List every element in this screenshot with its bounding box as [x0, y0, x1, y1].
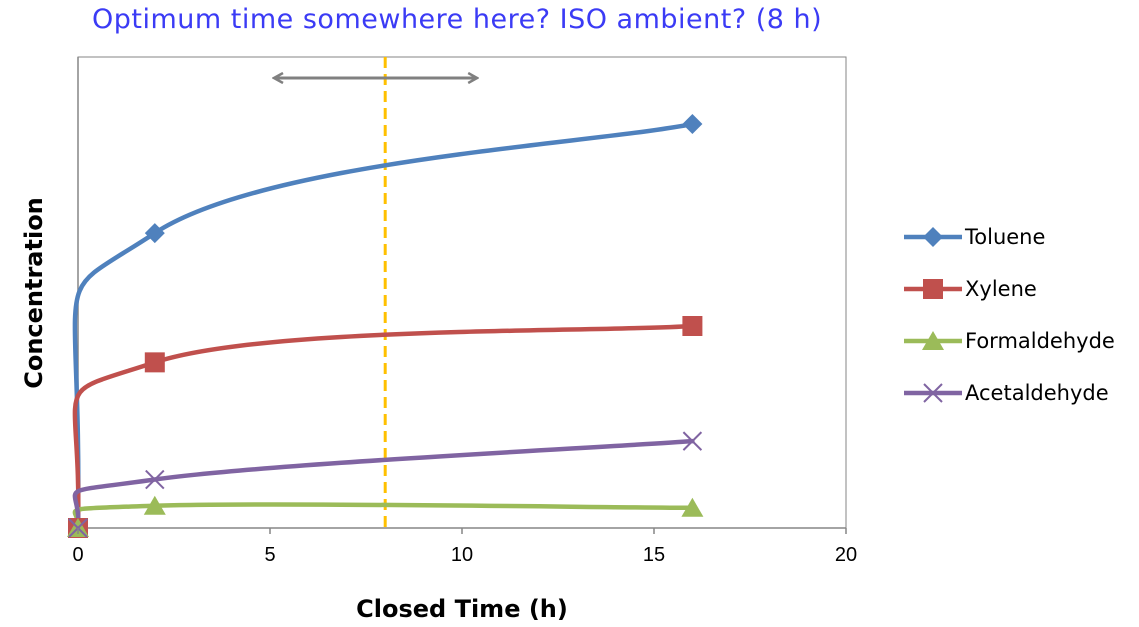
legend-marker-toluene: [923, 227, 943, 247]
x-tick-label: 15: [643, 544, 665, 566]
data-point-acetaldehyde: [682, 431, 703, 451]
data-point-xylene: [682, 316, 703, 336]
legend-label-xylene: Xylene: [965, 277, 1037, 301]
data-point-formaldehyde: [681, 497, 704, 517]
data-point-acetaldehyde: [145, 469, 165, 490]
data-point-toluene: [682, 114, 703, 134]
x-tick-label: 20: [835, 544, 857, 566]
legend-label-toluene: Toluene: [964, 225, 1045, 249]
x-tick-label: 0: [72, 544, 83, 566]
data-point-formaldehyde: [143, 495, 166, 515]
series-line-acetaldehyde: [72, 438, 695, 531]
y-axis-label: Concentration: [20, 197, 48, 389]
x-tick-label: 5: [264, 544, 275, 566]
legend-marker-formaldehyde: [922, 331, 944, 350]
chart-title: Optimum time somewhere here? ISO ambient…: [92, 4, 823, 35]
legend-label-acetaldehyde: Acetaldehyde: [965, 381, 1109, 405]
data-point-xylene: [144, 352, 165, 373]
legend-marker-xylene: [923, 279, 943, 299]
x-tick-label: 10: [451, 544, 473, 566]
data-point-toluene: [144, 223, 165, 244]
series-line-formaldehyde: [72, 502, 695, 531]
series-line-xylene: [72, 323, 695, 531]
x-axis-label: Closed Time (h): [356, 595, 568, 623]
plot-area: [77, 56, 847, 529]
legend-label-formaldehyde: Formaldehyde: [965, 329, 1115, 353]
legend-marker-acetaldehyde: [923, 383, 943, 403]
